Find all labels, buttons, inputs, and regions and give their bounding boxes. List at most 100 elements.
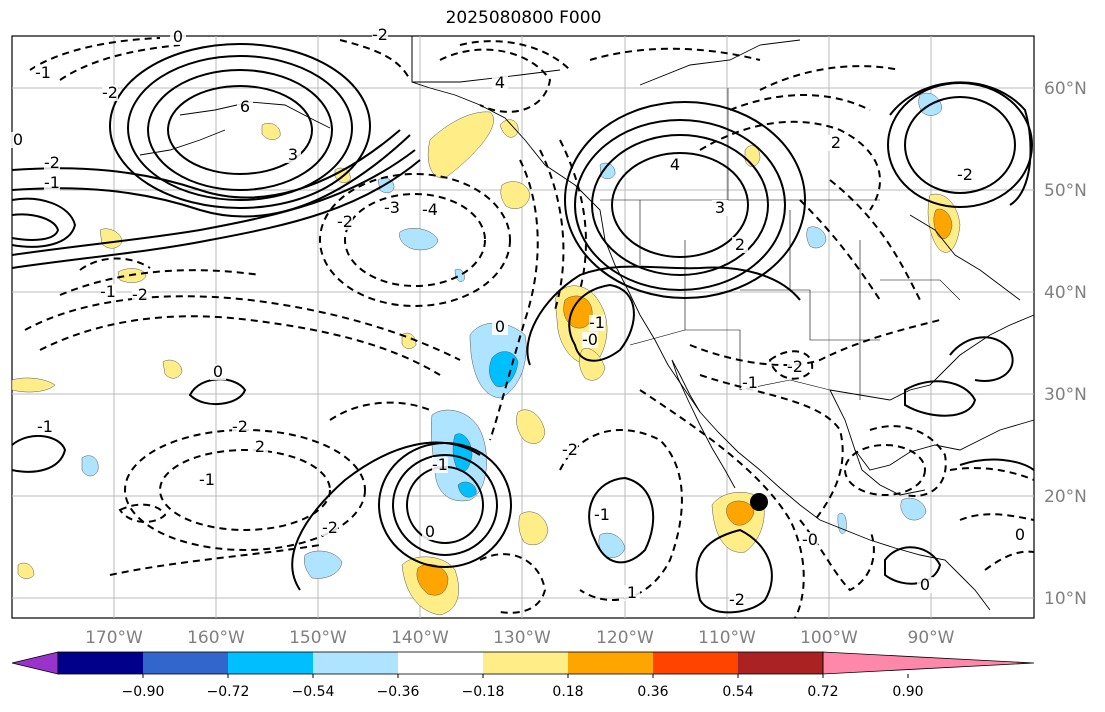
lat-tick-label: 40°N <box>1044 283 1087 303</box>
contour-label-bg <box>732 237 748 253</box>
colorbar-tick-label: 0.72 <box>807 684 838 700</box>
lon-tick-label: 140°W <box>391 628 449 648</box>
colorbar-tick-labels: −0.90 −0.72 −0.54 −0.36 −0.18 0.18 0.36 0.54 0.7… <box>122 674 924 700</box>
lat-tick-label: 30°N <box>1044 385 1087 405</box>
lon-tick-label: 110°W <box>698 628 756 648</box>
contour-label-bg <box>232 419 248 435</box>
contour-label-bg <box>285 147 301 163</box>
contour-label: -2 <box>337 212 353 231</box>
contour-label: -2 <box>44 153 60 172</box>
contour-label-bg <box>957 167 973 183</box>
colorbar-tick-label: −0.72 <box>207 684 250 700</box>
contour-label-bg <box>422 524 438 540</box>
contour-label-bg <box>582 332 598 348</box>
contour-label: -0 <box>582 330 598 349</box>
contour-label: -2 <box>729 590 745 609</box>
contour-label-bg <box>35 65 51 81</box>
lon-tick-label: 170°W <box>85 628 143 648</box>
contour-label: -1 <box>100 282 116 301</box>
colorbar-tick-label: 0.36 <box>637 684 668 700</box>
map-title: 2025080800 F000 <box>445 8 602 28</box>
colorbar-tick-label: −0.18 <box>462 684 505 700</box>
contour-label: 4 <box>495 73 505 92</box>
colorbar-segment <box>398 652 483 674</box>
contour-label-bg <box>102 85 118 101</box>
contour-label: 6 <box>240 97 250 116</box>
contour-label: 0 <box>173 27 183 46</box>
contour-label-bg <box>712 200 728 216</box>
colorbar-tick-label: −0.54 <box>292 684 335 700</box>
contour-label-bg <box>492 319 508 335</box>
colorbar-segment <box>143 652 228 674</box>
contour-label-bg <box>210 364 226 380</box>
contour-label: 0 <box>920 575 930 594</box>
contour-label: -0 <box>802 530 818 549</box>
contour-label: 2 <box>735 235 745 254</box>
contour-label: 1 <box>627 583 637 602</box>
contour-label: 0 <box>1015 525 1025 544</box>
contour-label-bg <box>44 155 60 171</box>
contour-label-bg <box>372 27 388 43</box>
contour-label: -2 <box>132 285 148 304</box>
contour-label-bg <box>1012 527 1028 543</box>
longitude-tick-labels: 170°W 160°W 150°W 140°W 130°W 120°W 110°W 100°W… <box>85 628 955 648</box>
contour-label: 0 <box>495 317 505 336</box>
contour-label: 0 <box>213 362 223 381</box>
colorbar-segment <box>228 652 313 674</box>
contour-label: -1 <box>199 470 215 489</box>
contour-label-bg <box>432 457 448 473</box>
colorbar-segment <box>568 652 653 674</box>
lon-tick-label: 90°W <box>908 628 955 648</box>
contour-label: 4 <box>670 155 680 174</box>
contour-label-bg <box>594 507 610 523</box>
colorbar-tick-label: 0.54 <box>722 684 753 700</box>
lon-tick-label: 150°W <box>289 628 347 648</box>
contour-label-bg <box>589 315 605 331</box>
colorbar-extend-low <box>11 651 59 675</box>
contour-labels: 0 -246-1-23-4-3-243-1 -20-00-1 -22-1-10-2-2… <box>10 25 1028 609</box>
contour-label-bg <box>802 532 818 548</box>
contour-label: -1 <box>742 373 758 392</box>
contour-label: -2 <box>787 357 803 376</box>
contour-label-bg <box>37 419 53 435</box>
contour-label-bg <box>742 375 758 391</box>
contour-label-bg <box>787 359 803 375</box>
lat-tick-label: 60°N <box>1044 79 1087 99</box>
contour-label: -2 <box>957 165 973 184</box>
lat-tick-label: 50°N <box>1044 181 1087 201</box>
contour-label: 3 <box>288 145 298 164</box>
contour-label-bg <box>132 287 148 303</box>
colorbar-segment <box>653 652 738 674</box>
colorbar-segment <box>483 652 568 674</box>
contour-label: 2 <box>831 133 841 152</box>
colorbar-segment <box>58 652 143 674</box>
lat-tick-label: 20°N <box>1044 487 1087 507</box>
contour-label-bg <box>199 472 215 488</box>
contour-label: -1 <box>44 173 60 192</box>
lon-tick-label: 120°W <box>596 628 654 648</box>
contour-label-bg <box>729 592 745 608</box>
contour-label: -3 <box>384 198 400 217</box>
contour-label: 0 <box>425 522 435 541</box>
colorbar-segment <box>313 652 398 674</box>
contour-label: -2 <box>232 417 248 436</box>
contour-label-bg <box>492 75 508 91</box>
contour-label-bg <box>170 29 186 45</box>
contour-label: -2 <box>372 25 388 44</box>
lon-tick-label: 160°W <box>187 628 245 648</box>
contour-label-bg <box>337 214 353 230</box>
lon-tick-label: 100°W <box>800 628 858 648</box>
contour-label-bg <box>100 284 116 300</box>
latitude-tick-labels: 60°N 50°N 40°N 30°N 20°N 10°N <box>1044 79 1087 609</box>
contour-label-bg <box>44 175 60 191</box>
contour-label: -1 <box>35 63 51 82</box>
colorbar-tick-label: −0.90 <box>122 684 165 700</box>
location-marker <box>750 493 768 511</box>
contour-label-bg <box>237 99 253 115</box>
colorbar-tick-label: −0.36 <box>377 684 420 700</box>
contour-label: -4 <box>422 200 438 219</box>
contour-label: -1 <box>37 417 53 436</box>
contour-label-bg <box>384 200 400 216</box>
colorbar-tick-label: 0.18 <box>552 684 583 700</box>
